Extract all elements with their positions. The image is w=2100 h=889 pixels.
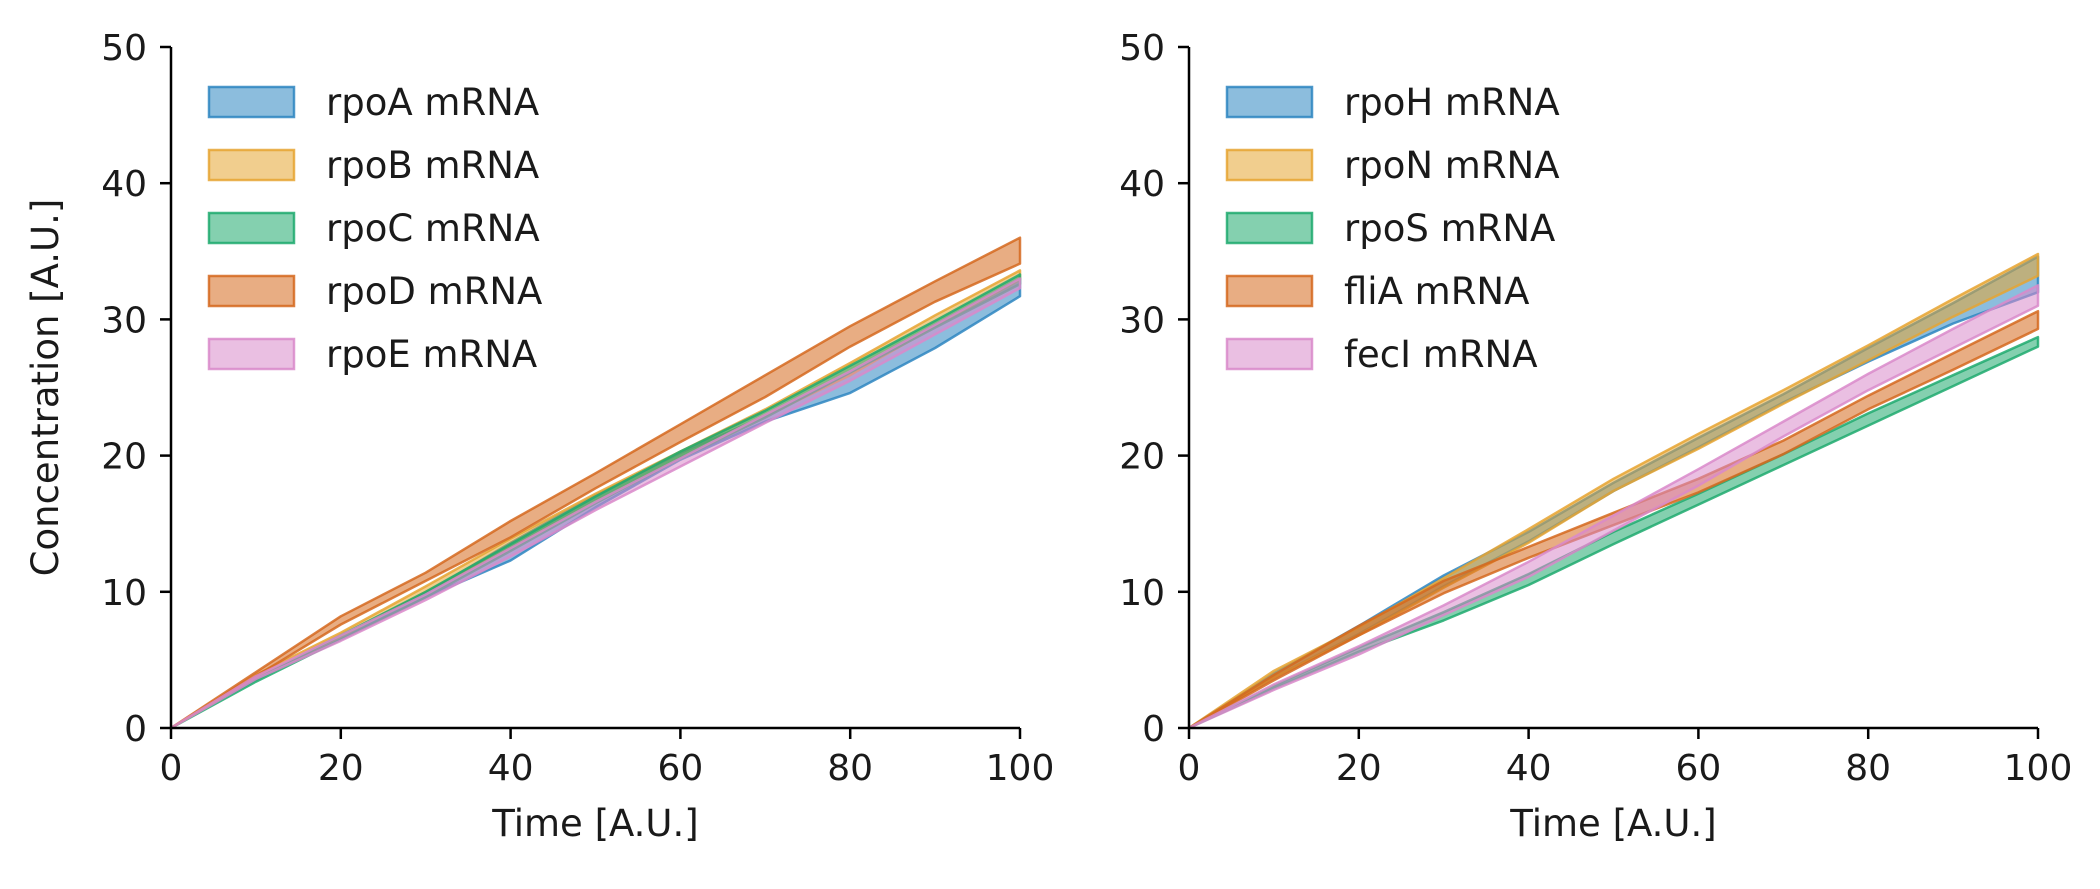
- x-tick-label: 20: [318, 748, 364, 789]
- x-tick-label: 60: [1675, 748, 1721, 789]
- legend-swatch: [207, 274, 296, 308]
- legend-label: rpoN mRNA: [1344, 144, 1560, 187]
- legend-label: fecI mRNA: [1344, 333, 1538, 376]
- legend-label: rpoA mRNA: [326, 81, 539, 124]
- y-tick-label: 50: [1119, 28, 1165, 69]
- legend-swatch: [207, 211, 296, 245]
- legend-label: fliA mRNA: [1344, 270, 1529, 313]
- x-tick-label: 20: [1336, 748, 1382, 789]
- legend-label: rpoB mRNA: [326, 144, 539, 187]
- legend-swatch: [1225, 274, 1314, 308]
- x-tick-label: 100: [986, 748, 1055, 789]
- y-tick-label: 40: [1119, 164, 1165, 205]
- x-tick-label: 80: [827, 748, 873, 789]
- x-tick-label: 40: [488, 748, 534, 789]
- x-tick-label: 0: [160, 748, 183, 789]
- legend-label: rpoC mRNA: [326, 207, 540, 250]
- x-tick-label: 40: [1506, 748, 1552, 789]
- series-band-1-5: [169, 277, 1022, 730]
- y-tick-label: 40: [101, 164, 147, 205]
- series-band-1-4: [169, 236, 1022, 730]
- y-tick-label: 20: [101, 437, 147, 478]
- legend: rpoA mRNA rpoB mRNA rpoC mRNA rpoD mRNA rpoE…: [207, 81, 542, 376]
- y-tick-label: 10: [101, 573, 147, 614]
- y-tick-label: 30: [101, 300, 147, 341]
- legend-swatch: [207, 85, 296, 119]
- chart-panel-1: 0 20 40 60 80 100 0 10 20 30 40 50 Time [A.U.] Concen…: [24, 28, 1054, 845]
- legend-swatch: [207, 337, 296, 371]
- y-tick-label: 50: [101, 28, 147, 69]
- legend-label: rpoS mRNA: [1344, 207, 1555, 250]
- y-axis-label: Concentration [A.U.]: [24, 199, 67, 577]
- legend-swatch: [1225, 148, 1314, 182]
- y-tick-label: 0: [124, 709, 147, 750]
- legend-swatch: [207, 148, 296, 182]
- y-tick-label: 0: [1142, 709, 1165, 750]
- y-tick-label: 20: [1119, 437, 1165, 478]
- x-axis-label: Time [A.U.]: [1509, 802, 1716, 845]
- legend-swatch: [1225, 337, 1314, 371]
- y-tick-label: 30: [1119, 300, 1165, 341]
- x-tick-label: 80: [1845, 748, 1891, 789]
- x-axis-label: Time [A.U.]: [491, 802, 698, 845]
- legend-label: rpoD mRNA: [326, 270, 542, 313]
- legend: rpoH mRNA rpoN mRNA rpoS mRNA fliA mRNA fecI…: [1225, 81, 1560, 376]
- x-tick-label: 60: [657, 748, 703, 789]
- x-tick-label: 100: [2004, 748, 2073, 789]
- legend-swatch: [1225, 211, 1314, 245]
- chart-panel-2: 0 20 40 60 80 100 0 10 20 30 40 50 Time [A.U.] rpoH m…: [1119, 28, 2072, 845]
- x-tick-label: 0: [1178, 748, 1201, 789]
- legend-swatch: [1225, 85, 1314, 119]
- y-tick-label: 10: [1119, 573, 1165, 614]
- legend-label: rpoH mRNA: [1344, 81, 1560, 124]
- legend-label: rpoE mRNA: [326, 333, 537, 376]
- series-band-2-5: [1187, 284, 2040, 730]
